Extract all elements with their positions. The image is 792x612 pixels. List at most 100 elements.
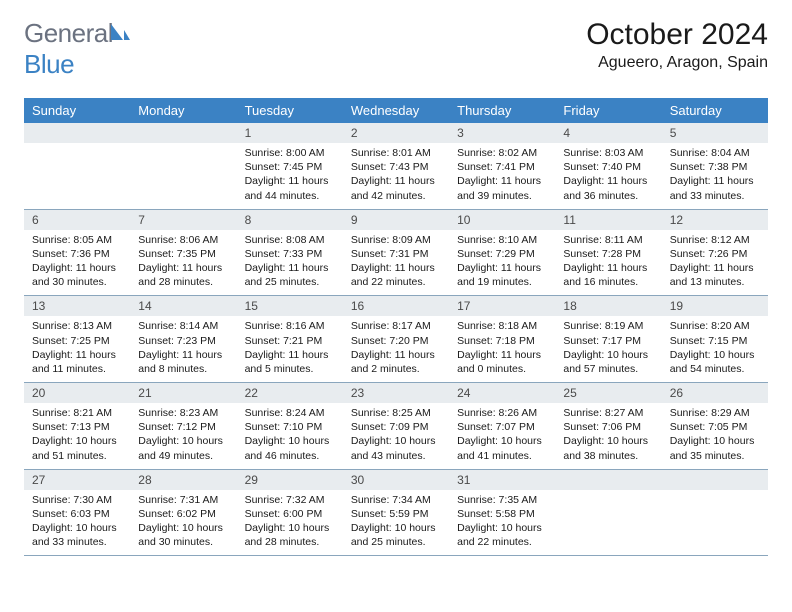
- sunset-text: Sunset: 7:38 PM: [670, 160, 760, 174]
- page-header: GeneralBlue October 2024 Agueero, Aragon…: [24, 18, 768, 80]
- calendar-header-row: SundayMondayTuesdayWednesdayThursdayFrid…: [24, 98, 768, 123]
- calendar-day-cell: 16Sunrise: 8:17 AMSunset: 7:20 PMDayligh…: [343, 296, 449, 383]
- daylight-text: Daylight: 11 hours and 2 minutes.: [351, 348, 441, 376]
- day-number: 21: [130, 383, 236, 403]
- logo-sail-icon: [109, 18, 131, 48]
- daylight-text: Daylight: 10 hours and 46 minutes.: [245, 434, 335, 462]
- daylight-text: Daylight: 10 hours and 22 minutes.: [457, 521, 547, 549]
- calendar-day-cell: 5Sunrise: 8:04 AMSunset: 7:38 PMDaylight…: [662, 123, 768, 209]
- sunset-text: Sunset: 7:25 PM: [32, 334, 122, 348]
- day-number: 11: [555, 210, 661, 230]
- day-content: Sunrise: 8:02 AMSunset: 7:41 PMDaylight:…: [449, 143, 555, 209]
- sunset-text: Sunset: 7:10 PM: [245, 420, 335, 434]
- sunrise-text: Sunrise: 8:20 AM: [670, 319, 760, 333]
- sunrise-text: Sunrise: 8:27 AM: [563, 406, 653, 420]
- calendar-week-row: 27Sunrise: 7:30 AMSunset: 6:03 PMDayligh…: [24, 469, 768, 556]
- daylight-text: Daylight: 10 hours and 35 minutes.: [670, 434, 760, 462]
- day-content: Sunrise: 8:11 AMSunset: 7:28 PMDaylight:…: [555, 230, 661, 296]
- day-content: Sunrise: 8:03 AMSunset: 7:40 PMDaylight:…: [555, 143, 661, 209]
- calendar-day-cell: 28Sunrise: 7:31 AMSunset: 6:02 PMDayligh…: [130, 469, 236, 556]
- weekday-header: Wednesday: [343, 98, 449, 123]
- daylight-text: Daylight: 11 hours and 8 minutes.: [138, 348, 228, 376]
- sunset-text: Sunset: 7:31 PM: [351, 247, 441, 261]
- day-content: [130, 143, 236, 193]
- sunset-text: Sunset: 7:21 PM: [245, 334, 335, 348]
- calendar-week-row: 13Sunrise: 8:13 AMSunset: 7:25 PMDayligh…: [24, 296, 768, 383]
- weekday-header: Friday: [555, 98, 661, 123]
- sunset-text: Sunset: 7:26 PM: [670, 247, 760, 261]
- sunset-text: Sunset: 6:03 PM: [32, 507, 122, 521]
- sunset-text: Sunset: 7:33 PM: [245, 247, 335, 261]
- sunset-text: Sunset: 7:36 PM: [32, 247, 122, 261]
- calendar-day-cell: 26Sunrise: 8:29 AMSunset: 7:05 PMDayligh…: [662, 383, 768, 470]
- calendar-day-cell: 19Sunrise: 8:20 AMSunset: 7:15 PMDayligh…: [662, 296, 768, 383]
- calendar-day-cell: 23Sunrise: 8:25 AMSunset: 7:09 PMDayligh…: [343, 383, 449, 470]
- daylight-text: Daylight: 11 hours and 44 minutes.: [245, 174, 335, 202]
- daylight-text: Daylight: 11 hours and 42 minutes.: [351, 174, 441, 202]
- calendar-day-cell: 27Sunrise: 7:30 AMSunset: 6:03 PMDayligh…: [24, 469, 130, 556]
- calendar-day-cell: 12Sunrise: 8:12 AMSunset: 7:26 PMDayligh…: [662, 209, 768, 296]
- sunset-text: Sunset: 6:00 PM: [245, 507, 335, 521]
- day-content: Sunrise: 8:24 AMSunset: 7:10 PMDaylight:…: [237, 403, 343, 469]
- sunrise-text: Sunrise: 7:30 AM: [32, 493, 122, 507]
- calendar-day-cell: [130, 123, 236, 209]
- day-number: 18: [555, 296, 661, 316]
- day-content: Sunrise: 7:35 AMSunset: 5:58 PMDaylight:…: [449, 490, 555, 556]
- calendar-day-cell: 25Sunrise: 8:27 AMSunset: 7:06 PMDayligh…: [555, 383, 661, 470]
- sunrise-text: Sunrise: 8:25 AM: [351, 406, 441, 420]
- day-number: 8: [237, 210, 343, 230]
- day-content: Sunrise: 8:13 AMSunset: 7:25 PMDaylight:…: [24, 316, 130, 382]
- sunset-text: Sunset: 7:45 PM: [245, 160, 335, 174]
- calendar-day-cell: 31Sunrise: 7:35 AMSunset: 5:58 PMDayligh…: [449, 469, 555, 556]
- daylight-text: Daylight: 10 hours and 49 minutes.: [138, 434, 228, 462]
- day-number: 12: [662, 210, 768, 230]
- calendar-day-cell: 3Sunrise: 8:02 AMSunset: 7:41 PMDaylight…: [449, 123, 555, 209]
- calendar-day-cell: 6Sunrise: 8:05 AMSunset: 7:36 PMDaylight…: [24, 209, 130, 296]
- sunrise-text: Sunrise: 8:16 AM: [245, 319, 335, 333]
- sunrise-text: Sunrise: 8:18 AM: [457, 319, 547, 333]
- calendar-day-cell: 20Sunrise: 8:21 AMSunset: 7:13 PMDayligh…: [24, 383, 130, 470]
- sunset-text: Sunset: 7:18 PM: [457, 334, 547, 348]
- sunset-text: Sunset: 7:43 PM: [351, 160, 441, 174]
- logo-text: GeneralBlue: [24, 18, 131, 80]
- day-content: Sunrise: 8:25 AMSunset: 7:09 PMDaylight:…: [343, 403, 449, 469]
- logo-word1: General: [24, 18, 113, 48]
- day-number: 9: [343, 210, 449, 230]
- day-content: Sunrise: 8:08 AMSunset: 7:33 PMDaylight:…: [237, 230, 343, 296]
- sunset-text: Sunset: 7:13 PM: [32, 420, 122, 434]
- day-number: [555, 470, 661, 490]
- calendar-table: SundayMondayTuesdayWednesdayThursdayFrid…: [24, 98, 768, 556]
- calendar-week-row: 1Sunrise: 8:00 AMSunset: 7:45 PMDaylight…: [24, 123, 768, 209]
- daylight-text: Daylight: 11 hours and 13 minutes.: [670, 261, 760, 289]
- sunrise-text: Sunrise: 8:21 AM: [32, 406, 122, 420]
- day-number: 29: [237, 470, 343, 490]
- day-content: Sunrise: 8:05 AMSunset: 7:36 PMDaylight:…: [24, 230, 130, 296]
- weekday-header: Sunday: [24, 98, 130, 123]
- calendar-week-row: 6Sunrise: 8:05 AMSunset: 7:36 PMDaylight…: [24, 209, 768, 296]
- sunrise-text: Sunrise: 8:02 AM: [457, 146, 547, 160]
- day-number: 14: [130, 296, 236, 316]
- daylight-text: Daylight: 11 hours and 39 minutes.: [457, 174, 547, 202]
- daylight-text: Daylight: 10 hours and 28 minutes.: [245, 521, 335, 549]
- day-content: Sunrise: 8:17 AMSunset: 7:20 PMDaylight:…: [343, 316, 449, 382]
- day-number: 6: [24, 210, 130, 230]
- daylight-text: Daylight: 11 hours and 30 minutes.: [32, 261, 122, 289]
- day-content: Sunrise: 8:12 AMSunset: 7:26 PMDaylight:…: [662, 230, 768, 296]
- day-number: 1: [237, 123, 343, 143]
- day-number: 25: [555, 383, 661, 403]
- day-number: 16: [343, 296, 449, 316]
- sunset-text: Sunset: 7:17 PM: [563, 334, 653, 348]
- sunrise-text: Sunrise: 8:00 AM: [245, 146, 335, 160]
- sunset-text: Sunset: 7:23 PM: [138, 334, 228, 348]
- day-content: Sunrise: 8:10 AMSunset: 7:29 PMDaylight:…: [449, 230, 555, 296]
- day-content: Sunrise: 8:29 AMSunset: 7:05 PMDaylight:…: [662, 403, 768, 469]
- day-content: Sunrise: 7:31 AMSunset: 6:02 PMDaylight:…: [130, 490, 236, 556]
- day-content: Sunrise: 8:23 AMSunset: 7:12 PMDaylight:…: [130, 403, 236, 469]
- day-content: Sunrise: 8:16 AMSunset: 7:21 PMDaylight:…: [237, 316, 343, 382]
- sunrise-text: Sunrise: 8:12 AM: [670, 233, 760, 247]
- calendar-day-cell: [24, 123, 130, 209]
- day-content: Sunrise: 8:27 AMSunset: 7:06 PMDaylight:…: [555, 403, 661, 469]
- day-content: Sunrise: 8:20 AMSunset: 7:15 PMDaylight:…: [662, 316, 768, 382]
- day-number: 31: [449, 470, 555, 490]
- daylight-text: Daylight: 10 hours and 33 minutes.: [32, 521, 122, 549]
